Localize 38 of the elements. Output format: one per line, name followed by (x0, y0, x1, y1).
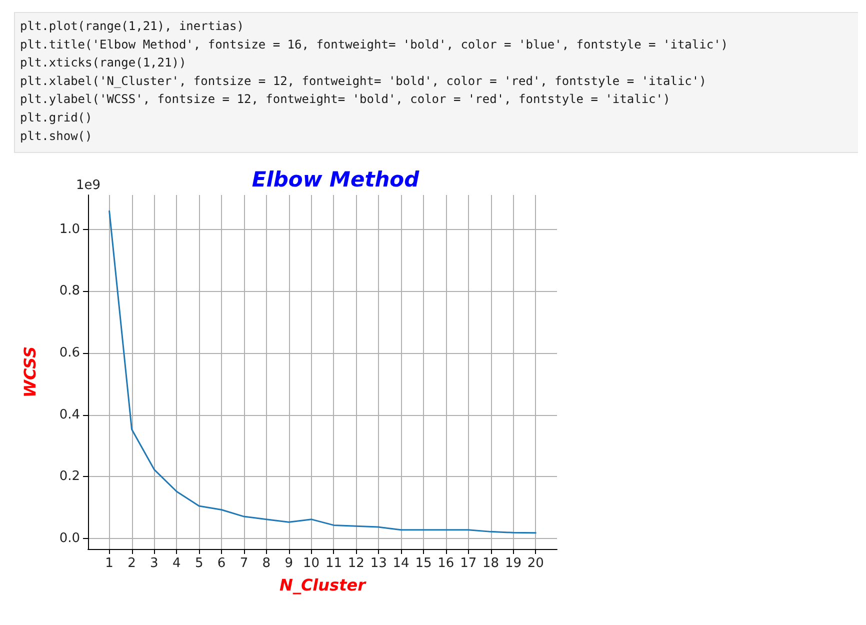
x-tick-label: 16 (438, 556, 454, 571)
x-tick-label: 20 (527, 556, 544, 571)
x-tick-label: 10 (303, 556, 320, 571)
text: plt.title('Elbow Method', fontsize = 16, fontweight= 'bold', color = 'blue', fontstyle = 'italic') (20, 37, 728, 52)
chart-title: Elbow Method (252, 168, 420, 192)
x-tick-label: 12 (348, 556, 364, 571)
x-tick-label: 5 (194, 556, 204, 571)
x-tick-label: 9 (284, 556, 293, 571)
x-tick-label: 18 (482, 556, 500, 571)
x-tick-label: 6 (217, 556, 226, 571)
x-tick-label: 2 (128, 556, 136, 571)
text: plt.grid() (20, 110, 92, 124)
line-series (108, 210, 536, 534)
x-tick-label: 11 (325, 556, 342, 571)
x-tick-label: 4 (172, 556, 181, 571)
y-tick-label: 0.4 (59, 407, 80, 422)
text: plt.xlabel('N_Cluster', fontsize = 12, fontweight= 'bold', color = 'red', fontstyle = 'italic') (20, 74, 706, 88)
text: plt.ylabel('WCSS', fontsize = 12, fontweight= 'bold', color = 'red', fontstyle = 'italic') (20, 92, 670, 106)
x-tick-label: 7 (240, 556, 248, 571)
x-tick-label: 3 (150, 556, 158, 571)
x-tick-label: 19 (504, 556, 522, 571)
x-tick-label: 15 (415, 556, 432, 571)
y-tick-label: 0.2 (59, 469, 80, 484)
x-tick-label: 1 (105, 556, 114, 571)
text: plt.xticks(range(1,21)) (20, 56, 186, 70)
x-axis-title: N_Cluster (280, 576, 367, 594)
x-tick-label: 8 (262, 556, 271, 571)
y-tick-label: 0.6 (59, 345, 80, 360)
y-axis-title: WCSS (20, 346, 40, 398)
y-tick-label: 1.0 (59, 222, 80, 237)
x-tick-label: 14 (392, 556, 410, 571)
y-tick-label: 0.8 (59, 284, 80, 299)
x-tick-label: 17 (460, 556, 477, 571)
y-tick-label: 0.0 (59, 530, 80, 546)
text: plt.show() (20, 128, 92, 143)
x-tick-label: 13 (370, 556, 387, 571)
text: plt.plot(range(1,21), inertias) (20, 19, 244, 33)
text: 1e9 (76, 178, 101, 193)
